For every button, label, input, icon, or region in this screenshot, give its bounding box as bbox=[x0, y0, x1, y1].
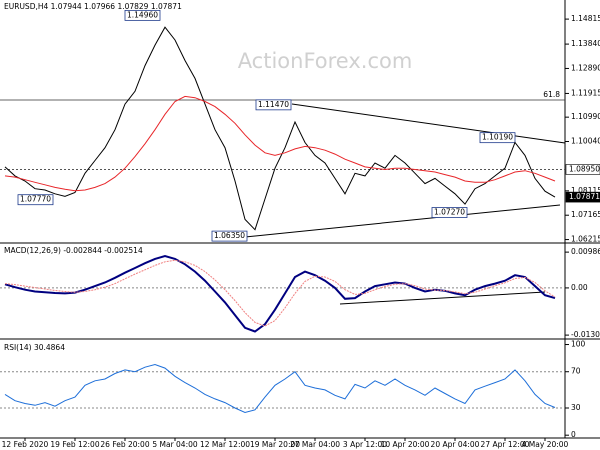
y-tick-label: 0 bbox=[571, 430, 576, 439]
level-box bbox=[565, 191, 600, 203]
x-tick-label: 12 Feb 2020 bbox=[2, 440, 49, 449]
rsi-title: RSI(14) 30.4864 bbox=[4, 343, 65, 352]
annotation-label: 1.10190 bbox=[482, 133, 513, 142]
y-tick-label: 70 bbox=[571, 367, 581, 376]
level-label: 1.07871 bbox=[569, 192, 600, 201]
trend-line bbox=[291, 103, 566, 144]
y-tick-label: 30 bbox=[571, 403, 581, 412]
x-tick-label: 19 Mar 20:00 bbox=[250, 440, 300, 449]
y-tick-label: 1.08115 bbox=[571, 186, 600, 195]
annotation-label: 1.06350 bbox=[214, 231, 245, 240]
x-tick-label: 27 Mar 04:00 bbox=[290, 440, 340, 449]
y-tick-label: 1.14815 bbox=[571, 14, 600, 23]
price-title: EURUSD,H4 1.07944 1.07966 1.07829 1.0787… bbox=[4, 2, 182, 11]
annotation-box bbox=[17, 194, 54, 206]
annotation-label: 1.07770 bbox=[20, 195, 51, 204]
y-tick-label: 0.009862 bbox=[571, 247, 600, 256]
x-tick-label: 3 Apr 12:00 bbox=[343, 440, 387, 449]
y-tick-label: 0.00 bbox=[571, 283, 588, 292]
fib-label: 61.8 bbox=[543, 90, 560, 99]
x-tick-label: 10 Apr 20:00 bbox=[381, 440, 430, 449]
watermark: ActionForex.com bbox=[238, 49, 413, 73]
series-line bbox=[4, 95, 556, 192]
y-tick-label: -0.013002 bbox=[571, 330, 600, 339]
y-tick-label: 1.10990 bbox=[571, 112, 600, 121]
annotation-label: 1.11470 bbox=[258, 100, 289, 109]
annotation-box bbox=[431, 207, 468, 218]
y-tick-label: 1.12890 bbox=[571, 63, 600, 72]
x-tick-label: 27 Apr 12:00 bbox=[481, 440, 530, 449]
level-box bbox=[565, 164, 600, 175]
level-label: 1.08950 bbox=[569, 164, 600, 173]
y-tick-label: 1.13840 bbox=[571, 39, 600, 48]
x-tick-label: 5 Mar 04:00 bbox=[152, 440, 198, 449]
series-line bbox=[4, 363, 556, 414]
y-tick-label: 1.10040 bbox=[571, 137, 600, 146]
trend-line bbox=[339, 291, 546, 305]
x-tick-label: 26 Feb 20:00 bbox=[100, 440, 149, 449]
trend-line bbox=[244, 204, 561, 238]
x-tick-label: 12 Mar 12:00 bbox=[200, 440, 250, 449]
y-tick-label: 1.06215 bbox=[571, 235, 600, 244]
series-line bbox=[4, 254, 556, 333]
annotation-label: 1.14960 bbox=[127, 10, 158, 19]
annotation-box bbox=[255, 99, 292, 111]
macd-title: MACD(12,26,9) -0.002844 -0.002514 bbox=[4, 246, 143, 255]
y-tick-label: 1.11915 bbox=[571, 88, 600, 97]
y-tick-label: 1.07165 bbox=[571, 210, 600, 219]
series-line bbox=[4, 26, 556, 231]
x-tick-label: 20 Apr 04:00 bbox=[431, 440, 480, 449]
annotation-box bbox=[124, 9, 161, 21]
series-line bbox=[4, 259, 556, 327]
annotation-label: 1.07270 bbox=[434, 208, 465, 217]
annotation-box bbox=[479, 132, 516, 144]
annotation-box bbox=[211, 230, 248, 242]
x-tick-label: 4 May 20:00 bbox=[522, 440, 569, 449]
x-tick-label: 19 Feb 12:00 bbox=[50, 440, 99, 449]
y-tick-label: 100 bbox=[571, 340, 586, 349]
